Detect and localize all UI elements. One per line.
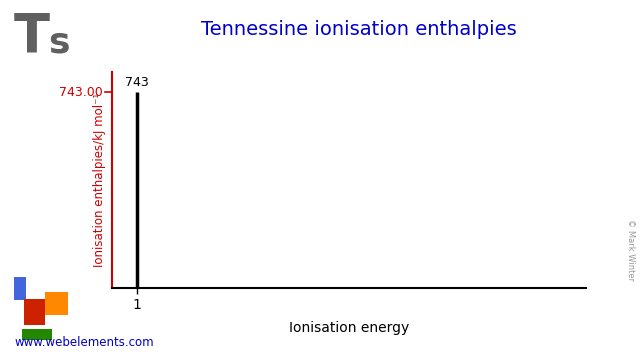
- Bar: [24, 299, 45, 325]
- Text: T: T: [14, 11, 50, 63]
- Text: © Mark Winter: © Mark Winter: [626, 219, 635, 281]
- Text: www.webelements.com: www.webelements.com: [14, 336, 154, 349]
- Text: 743: 743: [125, 76, 149, 89]
- Text: s: s: [48, 25, 70, 59]
- Text: 743.00: 743.00: [59, 86, 102, 99]
- X-axis label: Ionisation energy: Ionisation energy: [289, 321, 409, 335]
- Bar: [45, 292, 68, 315]
- Bar: [14, 277, 26, 300]
- Bar: [22, 329, 52, 340]
- Text: Tennessine ionisation enthalpies: Tennessine ionisation enthalpies: [200, 20, 516, 39]
- Y-axis label: Ionisation enthalpies/kJ mol⁻¹: Ionisation enthalpies/kJ mol⁻¹: [93, 93, 106, 267]
